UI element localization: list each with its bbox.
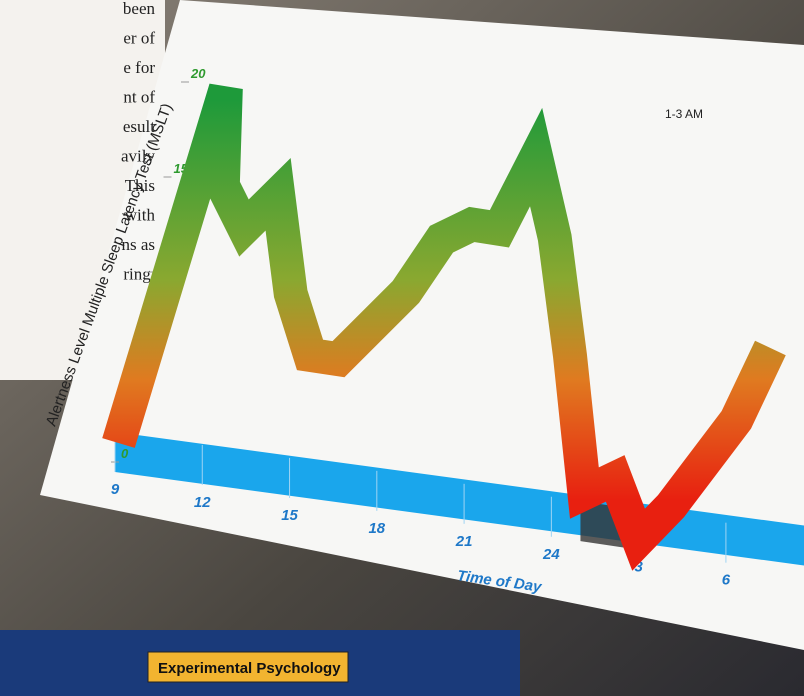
side-text-line: esult [123, 117, 155, 136]
side-text-line: avily [121, 147, 155, 166]
side-text-line: been [123, 0, 156, 18]
side-text-line: nt of [123, 88, 155, 107]
alertness-line [102, 83, 786, 571]
footer-box [147, 651, 349, 683]
side-text-line: This [125, 176, 155, 195]
x-tick-label: 12 [194, 494, 211, 511]
footer-label: Experimental Psychology [158, 660, 341, 677]
y-tick-label: 20 [190, 66, 206, 81]
side-text-line: er of [123, 29, 155, 48]
side-text-line: e for [123, 58, 155, 77]
side-text-line: with [125, 206, 156, 225]
x-tick-label: 21 [455, 533, 473, 550]
x-tick-label: 6 [722, 572, 731, 589]
y-tick-label: 0 [121, 446, 129, 461]
side-text-line: ns as [121, 235, 155, 254]
side-text-line: ring. [123, 265, 155, 284]
x-tick-label: 18 [368, 520, 385, 537]
annotation: 1-3 AM [665, 107, 703, 121]
x-tick-label: 24 [542, 546, 560, 563]
x-tick-label: 3 [634, 559, 643, 576]
x-tick-label: 9 [111, 481, 120, 498]
x-tick-label: 15 [281, 507, 298, 524]
